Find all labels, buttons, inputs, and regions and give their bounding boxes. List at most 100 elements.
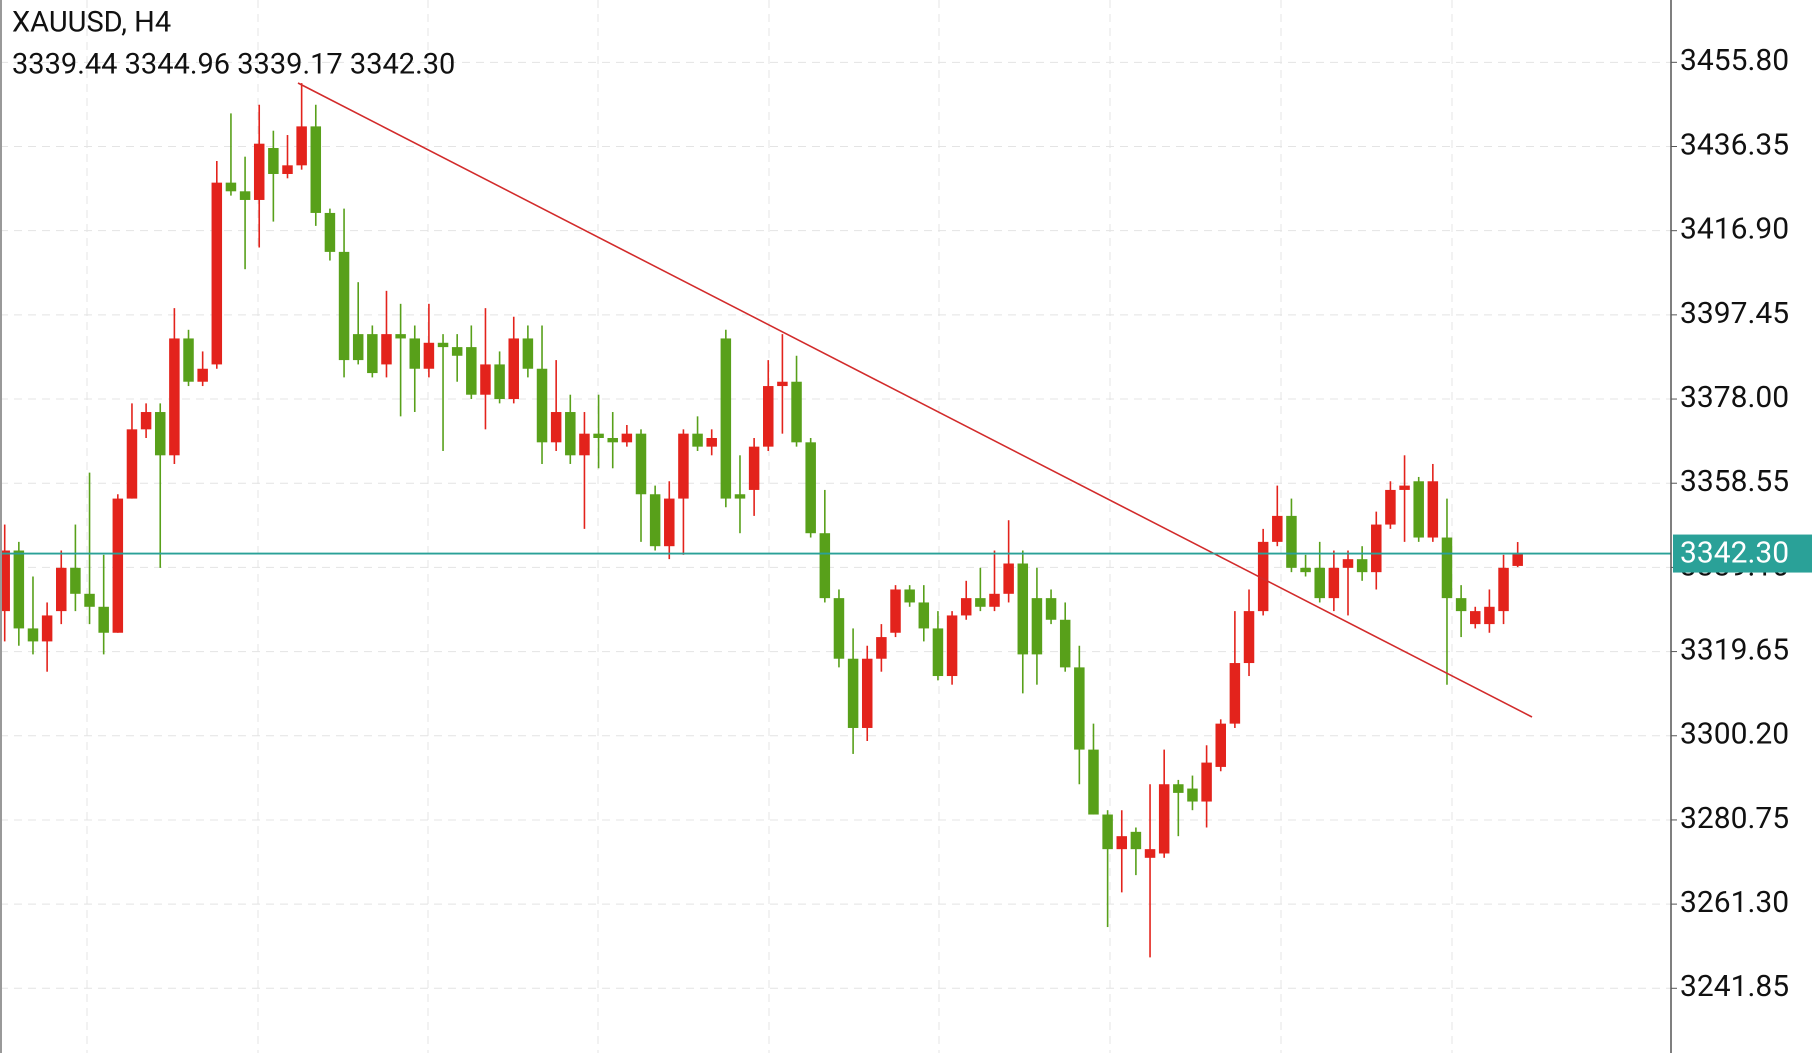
y-tick-label: 3436.35 (1680, 127, 1789, 162)
candle-body (1371, 524, 1382, 573)
candle-body (154, 412, 166, 456)
candle-body (1399, 485, 1410, 490)
candle-body (918, 602, 930, 629)
ohlc-readout: 3339.44 3344.96 3339.17 3342.30 (12, 48, 455, 82)
y-tick-label: 3358.55 (1680, 464, 1789, 499)
candle-body (621, 433, 633, 443)
y-tick-label: 3319.65 (1680, 633, 1789, 668)
candle-body (367, 334, 378, 374)
candle-body (763, 386, 774, 447)
candle-body (480, 364, 491, 395)
candle-body (27, 628, 39, 642)
candle-body (989, 593, 1000, 607)
candle-body (409, 338, 421, 369)
candle-body (1074, 667, 1085, 750)
candle-body (932, 628, 944, 677)
y-tick-label: 3241.85 (1680, 969, 1789, 1004)
candle-body (1229, 663, 1241, 724)
y-tick-label: 3261.30 (1680, 885, 1789, 920)
horizontal-grid (0, 61, 1671, 989)
candle-body (423, 342, 435, 369)
candle-body (791, 381, 802, 443)
candle-body (1243, 611, 1255, 664)
candle-body (1314, 567, 1325, 599)
candle-body (324, 212, 336, 252)
candle-body (169, 338, 180, 456)
candle-body (381, 334, 392, 365)
candle-body (1455, 598, 1467, 612)
candle-body (437, 342, 449, 348)
trend-line (297, 82, 1533, 718)
candle-body (1342, 559, 1354, 568)
chart-title: XAUUSD, H4 (12, 6, 171, 40)
candle-body (1441, 537, 1453, 599)
candle-body (635, 433, 647, 495)
candle-body (112, 498, 124, 633)
candle-body (225, 182, 237, 192)
candle-body (1201, 762, 1212, 802)
candle-body (904, 589, 915, 603)
candle-body (0, 550, 10, 612)
candle-body (98, 606, 109, 633)
candle-body (1272, 515, 1283, 542)
candle-body (734, 494, 746, 499)
candle-body (296, 126, 307, 166)
last-price-label: 3342.30 (1680, 535, 1789, 570)
candle-body (649, 494, 661, 547)
candle-body (1413, 481, 1424, 538)
candle-body (1498, 567, 1509, 612)
candle-body (1017, 563, 1029, 655)
candle-body (748, 446, 760, 490)
candle-body (211, 182, 223, 365)
candle-body (395, 334, 406, 339)
candle-body (70, 567, 81, 594)
candle-body (847, 658, 859, 728)
candle-body (352, 334, 364, 361)
candle-body (183, 338, 194, 382)
candle-body (508, 338, 519, 400)
candle-body (890, 589, 901, 633)
candle-body (41, 615, 53, 642)
candle-body (1088, 749, 1099, 815)
candle-body (1257, 541, 1269, 612)
candle-body (550, 412, 562, 443)
candle-body (197, 368, 208, 382)
candle-body (239, 191, 251, 200)
candle-body (1003, 563, 1014, 594)
candle-body (876, 637, 887, 659)
candle-body (1484, 606, 1495, 625)
candle-body (494, 364, 505, 400)
candle-body (126, 429, 138, 499)
candle-body (338, 251, 350, 361)
candle-body (1427, 481, 1439, 538)
candle-body (1356, 559, 1368, 573)
candle-body (1158, 784, 1170, 854)
candle-body (268, 148, 279, 174)
candle-body (692, 433, 703, 447)
candle-body (819, 533, 831, 599)
y-tick-label: 3416.90 (1680, 212, 1789, 247)
candles (0, 83, 1523, 958)
candle-body (805, 442, 816, 534)
candle-body (1512, 553, 1523, 566)
candle-body (1116, 836, 1128, 850)
candle-body (1187, 788, 1198, 802)
candle-body (565, 412, 576, 456)
candle-body (536, 368, 548, 443)
candle-body (678, 433, 689, 499)
y-tick-label: 3280.75 (1680, 801, 1789, 836)
candle-body (253, 143, 265, 200)
y-tick-label: 3300.20 (1680, 717, 1789, 752)
y-tick-label: 3455.80 (1680, 43, 1789, 78)
candle-body (1470, 611, 1481, 625)
candle-body (13, 550, 25, 629)
candle-body (451, 347, 463, 356)
candle-body (522, 338, 534, 369)
candle-body (593, 433, 604, 438)
candle-body (1102, 814, 1113, 850)
candle-body (833, 598, 845, 659)
candle-body (466, 347, 477, 395)
candle-body (140, 412, 152, 430)
